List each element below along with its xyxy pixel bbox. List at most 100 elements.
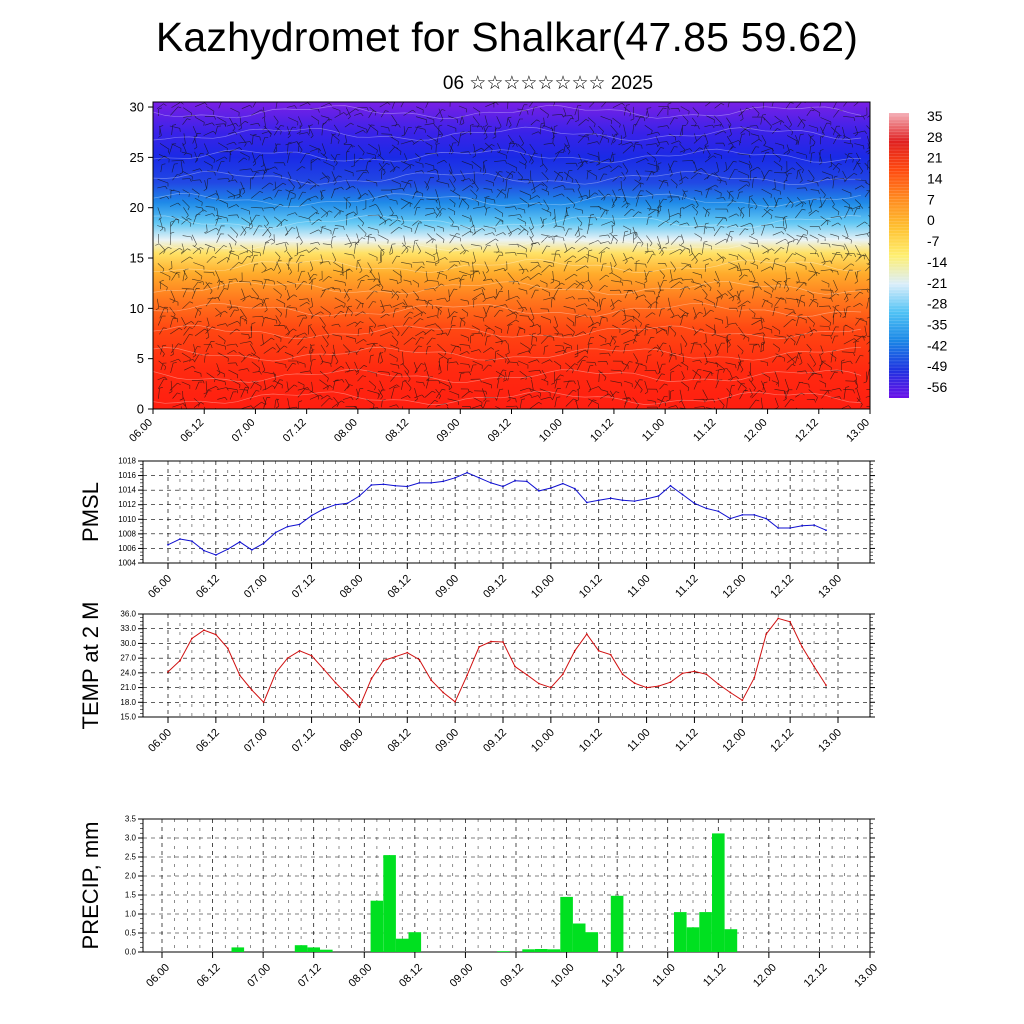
data-point <box>250 689 253 691</box>
y-tick-label: 1010 <box>118 515 136 524</box>
x-tick-label: 13.00 <box>852 962 880 990</box>
contour-line <box>153 258 862 274</box>
data-point <box>681 672 684 675</box>
data-point <box>597 499 600 502</box>
x-tick-label: 08.12 <box>397 962 425 990</box>
precip-panel: 0.0 0.5 1.0 1.5 2.0 2.5 3.0 3.5 06.00 06.12 07.00 0… <box>78 815 880 990</box>
x-tick-label: 12.00 <box>751 962 779 990</box>
precip-bar <box>585 932 599 952</box>
colorbar-label: 14 <box>927 171 943 187</box>
x-tick-label: 11.00 <box>625 727 652 754</box>
x-tick-label: 12.12 <box>802 962 830 990</box>
precip-bar <box>307 947 320 952</box>
data-point <box>478 476 480 479</box>
x-tick-label: 06.00 <box>146 573 174 601</box>
data-point <box>621 499 624 502</box>
x-tick-label: 06.00 <box>144 962 172 990</box>
x-tick-label: 13.00 <box>816 727 844 755</box>
contour-line <box>153 236 862 252</box>
x-tick-label: 09.12 <box>481 573 509 601</box>
x-tick-label: 12.00 <box>742 417 770 445</box>
data-point <box>238 674 241 677</box>
x-tick-label: 07.00 <box>245 962 273 990</box>
data-point <box>693 670 696 673</box>
data-point <box>406 485 409 488</box>
x-tick-label: 08.00 <box>338 727 366 755</box>
data-point <box>238 541 241 543</box>
x-tick-label: 09.12 <box>498 962 526 990</box>
x-tick-label: 12.00 <box>720 573 748 601</box>
data-point <box>645 498 648 500</box>
y-tick-label: 15 <box>130 251 144 266</box>
data-point <box>777 527 780 529</box>
wind-barb-overlay <box>155 102 870 409</box>
x-tick-label: 07.12 <box>281 417 309 445</box>
data-point <box>370 484 373 486</box>
chart-subtitle: 06 ☆☆☆☆☆☆☆☆ 2025 <box>442 73 654 94</box>
data-point <box>274 531 277 534</box>
data-point <box>693 502 696 505</box>
data-point <box>825 529 827 532</box>
data-point <box>286 525 289 528</box>
wind-barbs <box>155 102 870 409</box>
y-tick-label: 20 <box>130 200 144 215</box>
heatmap-panel: 0 5 10 15 20 25 30 06.00 06.12 07.00 07.12 08.00 08.… <box>127 100 872 445</box>
precip-bar <box>320 949 333 952</box>
temperature-contours <box>153 104 862 405</box>
x-tick-label: 10.12 <box>599 962 627 990</box>
y-tick-label: 24.0 <box>120 668 136 677</box>
data-point <box>382 483 385 486</box>
data-point <box>669 484 672 487</box>
x-tick-label: 09.12 <box>486 417 514 445</box>
x-tick-label: 10.00 <box>549 962 577 990</box>
data-point <box>609 497 612 500</box>
y-axis-label: PMSL <box>78 482 103 542</box>
x-tick-label: 12.12 <box>768 727 796 755</box>
data-point <box>454 700 456 703</box>
colorbar-label: -14 <box>927 254 947 270</box>
x-tick-label: 07.00 <box>242 573 270 601</box>
data-point <box>801 646 803 648</box>
x-tick-label: 11.00 <box>640 417 667 444</box>
x-tick-label: 07.00 <box>230 417 258 445</box>
colorbar: 35 28 21 14 7 0 -7 -14 -21 -28 -35 -42 -49 -56 <box>889 108 947 398</box>
data-point <box>466 674 468 677</box>
y-tick-label: 3.5 <box>125 815 137 824</box>
contour-line <box>153 346 862 362</box>
x-tick-label: 09.12 <box>481 727 509 755</box>
data-point <box>322 668 325 670</box>
y-tick-label: 36.0 <box>120 610 136 619</box>
data-point <box>406 651 409 654</box>
x-tick-label: 08.12 <box>385 727 413 755</box>
precip-bar <box>522 949 535 952</box>
data-point <box>203 549 205 552</box>
data-point <box>478 646 480 648</box>
data-point <box>741 699 744 702</box>
data-point <box>514 479 516 482</box>
x-tick-label: 10.00 <box>537 417 565 445</box>
x-tick-label: 06.12 <box>178 417 206 445</box>
contour-line <box>153 214 862 229</box>
data-point <box>801 524 803 527</box>
x-tick-label: 10.00 <box>529 573 557 601</box>
precip-bar <box>231 947 245 952</box>
data-point <box>765 633 768 635</box>
pmsl-panel: 1004 1006 1008 1010 1012 1014 1016 1018 06.00 06.… <box>78 457 875 601</box>
data-point <box>657 495 660 497</box>
x-tick-label: 08.00 <box>338 573 366 601</box>
precip-bar <box>408 932 422 952</box>
colorbar-label: -21 <box>927 275 947 291</box>
colorbar-label: 35 <box>927 108 943 124</box>
y-tick-label: 5 <box>137 351 144 366</box>
x-tick-label: 13.00 <box>816 573 844 601</box>
data-point <box>382 659 385 662</box>
data-point <box>346 694 349 696</box>
data-point <box>561 482 564 485</box>
contour-line <box>153 390 862 405</box>
x-tick-label: 07.12 <box>290 727 318 755</box>
y-tick-label: 1006 <box>118 544 136 553</box>
y-tick-label: 1004 <box>118 559 136 568</box>
y-tick-label: 1018 <box>118 457 136 466</box>
data-point <box>789 527 791 529</box>
data-point <box>753 676 756 679</box>
